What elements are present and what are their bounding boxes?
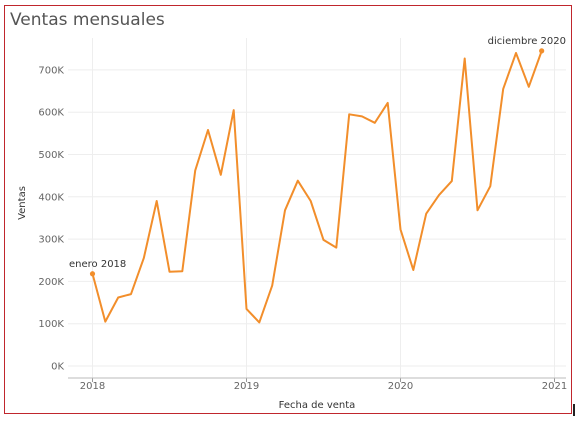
y-axis-title: Ventas <box>17 186 28 220</box>
y-tick-label: 500K <box>38 150 64 161</box>
y-tick-label: 600K <box>38 108 64 119</box>
y-tick-label: 200K <box>38 277 64 288</box>
annotation-label: enero 2018 <box>69 259 126 270</box>
chart-title: Ventas mensuales <box>10 10 165 30</box>
y-tick-label: 0K <box>51 362 64 373</box>
annotation-point <box>89 271 96 277</box>
x-tick-label: 2018 <box>80 381 105 392</box>
text-cursor <box>573 404 575 416</box>
y-tick-label: 100K <box>38 319 64 330</box>
y-tick-label: 300K <box>38 235 64 246</box>
y-tick-label: 400K <box>38 192 64 203</box>
annotation-label: diciembre 2020 <box>488 36 566 47</box>
annotation-point <box>539 48 545 54</box>
x-tick-label: 2019 <box>234 381 259 392</box>
x-tick-label: 2021 <box>542 381 567 392</box>
y-tick-label: 700K <box>38 65 64 76</box>
x-tick-label: 2020 <box>388 381 413 392</box>
series-line <box>91 49 543 324</box>
x-axis-title: Fecha de venta <box>279 400 356 411</box>
